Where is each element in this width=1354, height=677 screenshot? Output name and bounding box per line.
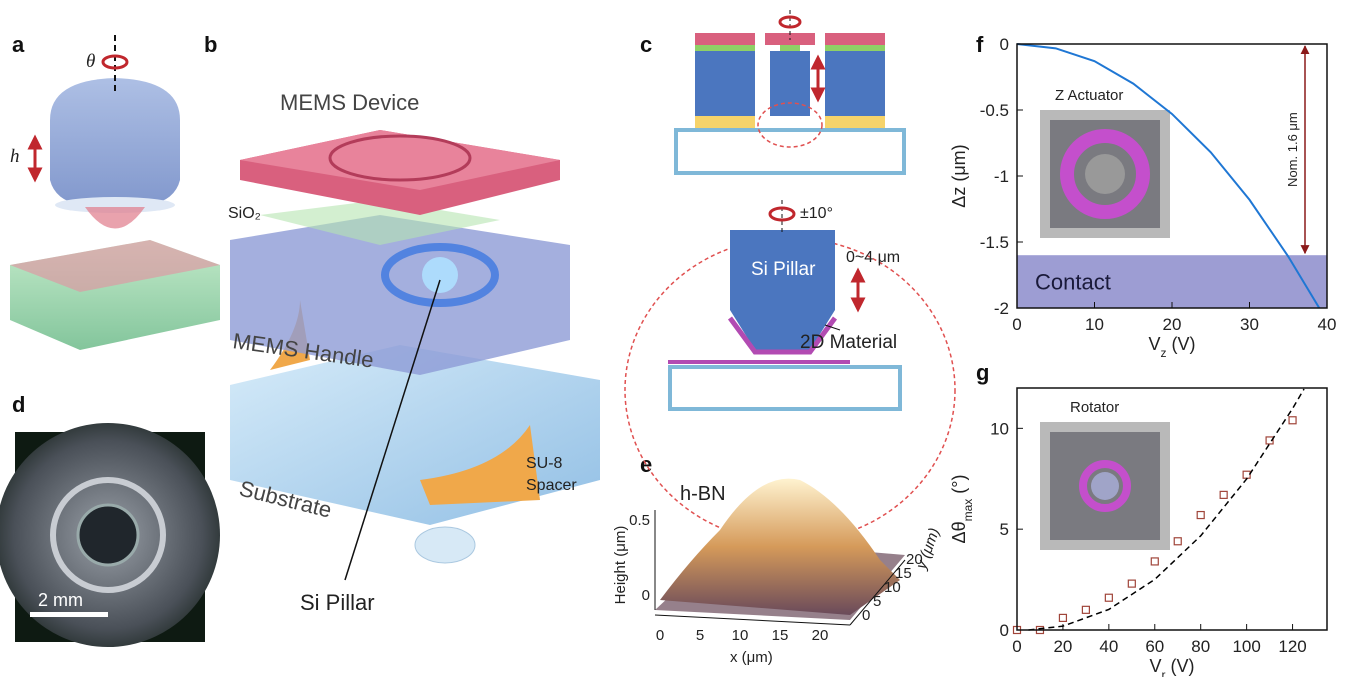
y-tick-label: -2 [994, 299, 1009, 318]
y-tick-label: -0.5 [980, 101, 1009, 120]
data-point [1197, 512, 1204, 519]
tick-label: 5 [873, 593, 881, 610]
tick-label: 0 [642, 587, 650, 604]
panel-title: h-BN [680, 483, 726, 505]
tick-label: 0 [656, 627, 664, 644]
axis-label: x (μm) [730, 649, 773, 666]
data-point [1082, 606, 1089, 613]
tick-label: 20 [812, 627, 829, 644]
material-label: 2D Material [800, 332, 897, 353]
figure: a b c d e f g θ h MEMS Device SiO₂ MEMS … [0, 0, 1354, 677]
x-tick-label: 120 [1278, 637, 1306, 656]
axis-label-unit: (V) [1167, 334, 1196, 354]
panel-b: MEMS Device SiO₂ MEMS Handle Substrate S… [228, 90, 600, 615]
x-tick-label: 0 [1012, 315, 1021, 334]
panel-label: g [976, 360, 989, 385]
x-tick-label: 0 [1012, 637, 1021, 656]
y-tick-label: 0 [1000, 621, 1009, 640]
x-tick-label: 20 [1163, 315, 1182, 334]
inset-z-actuator: Z Actuator [1040, 87, 1170, 238]
inset-rotator: Rotator [1040, 399, 1170, 550]
panel-c: ±10° Si Pillar 0~4 μm 2D Material [625, 10, 955, 542]
tick-label: 15 [772, 627, 789, 644]
panel-label: c [640, 32, 652, 57]
layer-label: MEMS Device [280, 90, 419, 115]
panel-a: θ h [10, 35, 220, 350]
y-tick-label: 0 [1000, 35, 1009, 54]
x-tick-label: 20 [1053, 637, 1072, 656]
annotation-label: Nom. 1.6 μm [1285, 112, 1300, 187]
x-tick-label: 10 [1085, 315, 1104, 334]
axis-label: Vz (V) [1148, 334, 1195, 360]
height-label: h [10, 146, 20, 167]
band-label: Contact [1035, 270, 1111, 295]
data-point [1059, 614, 1066, 621]
axis-label-unit: (V) [1166, 656, 1195, 676]
data-point [1128, 580, 1135, 587]
layer-label: SiO₂ [228, 205, 261, 222]
tick-label: 5 [696, 627, 704, 644]
data-point [1105, 594, 1112, 601]
x-tick-label: 100 [1232, 637, 1260, 656]
x-tick-label: 40 [1318, 315, 1337, 334]
axis-label: Height (μm) [612, 526, 629, 605]
tick-label: 20 [906, 551, 923, 568]
y-tick-label: 10 [990, 419, 1009, 438]
y-tick-label: -1 [994, 167, 1009, 186]
axis-label-main: Δθ [949, 521, 969, 543]
inset-title: Rotator [1070, 399, 1119, 416]
layer-label: SU-8 [526, 455, 563, 472]
y-tick-label: -1.5 [980, 233, 1009, 252]
axis-label: Δθmax (°) [949, 475, 975, 544]
data-point [1289, 417, 1296, 424]
travel-label: 0~4 μm [846, 249, 900, 266]
x-tick-label: 80 [1191, 637, 1210, 656]
axis-label: Δz (μm) [949, 144, 969, 207]
panel-label: d [12, 392, 25, 417]
data-point [1151, 558, 1158, 565]
angle-label: θ [86, 51, 95, 72]
inset-title: Z Actuator [1055, 87, 1123, 104]
tick-label: 0.5 [629, 512, 650, 529]
axis-label-main: V [1148, 334, 1160, 354]
x-tick-label: 60 [1145, 637, 1164, 656]
axis-label-unit: (°) [949, 475, 969, 499]
pillar-label: Si Pillar [300, 590, 375, 615]
y-tick-label: 5 [1000, 520, 1009, 539]
panel-label: a [12, 32, 25, 57]
tick-label: 0 [862, 607, 870, 624]
x-tick-label: 40 [1099, 637, 1118, 656]
data-point [1174, 538, 1181, 545]
data-point [1220, 491, 1227, 498]
tick-label: 10 [732, 627, 749, 644]
panel-label: f [976, 32, 984, 57]
scale-bar-label: 2 mm [38, 590, 83, 610]
panel-d: 2 mm [0, 423, 220, 647]
x-tick-label: 30 [1240, 315, 1259, 334]
layer-label: Spacer [526, 477, 577, 494]
rotation-label: ±10° [800, 205, 833, 222]
axis-label: Vr (V) [1149, 656, 1194, 677]
axis-label-main: V [1149, 656, 1161, 676]
data-point [1243, 471, 1250, 478]
panel-label: b [204, 32, 217, 57]
pillar-label: Si Pillar [751, 259, 816, 280]
axis-label-sub: max [961, 499, 975, 522]
